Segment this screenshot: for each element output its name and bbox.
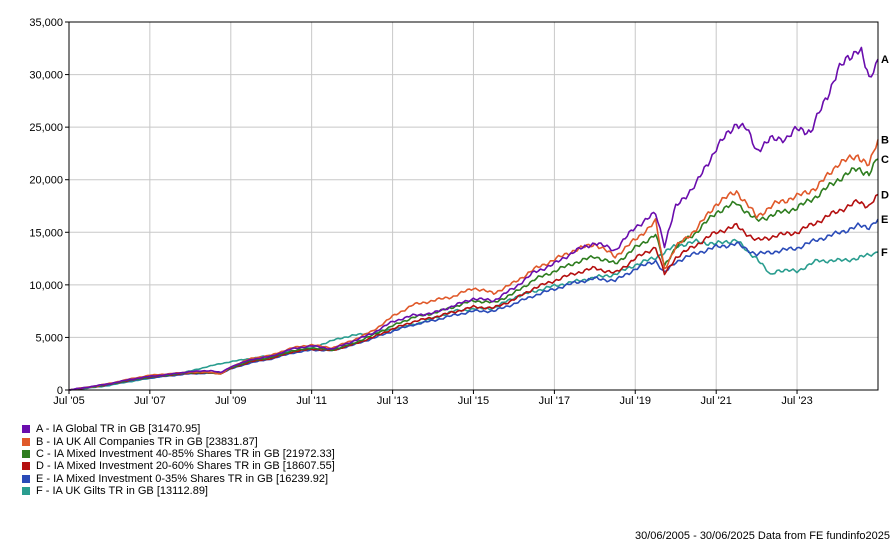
legend-label: D - IA Mixed Investment 20-60% Shares TR…	[36, 460, 335, 473]
series-line-F	[68, 238, 879, 391]
x-tick-label: Jul '15	[458, 395, 489, 407]
series-lines	[68, 46, 879, 391]
legend-item-A: A - IA Global TR in GB [31470.95]	[22, 423, 335, 435]
legend-label: C - IA Mixed Investment 40-85% Shares TR…	[36, 447, 335, 460]
legend-swatch	[22, 425, 30, 434]
legend-item-D: D - IA Mixed Investment 20-60% Shares TR…	[22, 460, 335, 472]
legend-item-B: B - IA UK All Companies TR in GB [23831.…	[22, 435, 335, 448]
y-axis-ticks: 0 5,000 10,000 15,000 20,000 25,000 30,000 35,0…	[29, 17, 69, 397]
series-line-A	[68, 46, 879, 391]
series-line-B	[68, 139, 879, 391]
legend-label: E - IA Mixed Investment 0-35% Shares TR …	[36, 472, 329, 485]
y-tick-label: 0	[57, 385, 63, 397]
x-tick-label: Jul '05	[53, 395, 84, 407]
y-tick-label: 20,000	[29, 175, 63, 187]
x-tick-label: Jul '13	[377, 395, 408, 407]
legend-label: F - IA UK Gilts TR in GB [13112.89]	[36, 485, 208, 498]
legend-label: A - IA Global TR in GB [31470.95]	[36, 423, 201, 436]
legend-swatch	[22, 462, 30, 471]
x-tick-label: Jul '11	[296, 395, 327, 407]
series-end-labels: A BC D E F	[881, 54, 889, 259]
y-tick-label: 15,000	[29, 227, 63, 239]
plot-area-frame	[68, 21, 879, 391]
end-label-D: D	[881, 189, 889, 201]
x-tick-label: Jul '17	[539, 395, 570, 407]
x-tick-label: Jul '21	[700, 395, 731, 407]
y-tick-label: 30,000	[29, 70, 63, 82]
y-tick-label: 25,000	[29, 122, 63, 134]
end-label-A: A	[881, 54, 889, 66]
end-label-E: E	[881, 214, 888, 226]
chart-gridlines	[69, 21, 878, 390]
x-tick-label: Jul '07	[134, 395, 165, 407]
x-tick-label: Jul '09	[215, 395, 246, 407]
x-tick-label: Jul '19	[620, 395, 651, 407]
legend-item-E: E - IA Mixed Investment 0-35% Shares TR …	[22, 473, 335, 485]
legend-swatch	[22, 487, 30, 496]
end-label-B: B	[881, 134, 889, 146]
legend-swatch	[22, 474, 30, 483]
x-tick-label: Jul '23	[781, 395, 812, 407]
legend-swatch	[22, 449, 30, 458]
y-tick-label: 35,000	[29, 17, 63, 29]
chart-legend: A - IA Global TR in GB [31470.95] B - IA …	[22, 423, 335, 497]
legend-item-F: F - IA UK Gilts TR in GB [13112.89]	[22, 485, 335, 497]
x-axis-ticks: Jul '05 Jul '07 Jul '09 Jul '11 Jul '13 Jul '…	[53, 390, 813, 407]
y-tick-label: 10,000	[29, 280, 63, 292]
end-label-C: C	[881, 154, 889, 166]
end-label-F: F	[881, 247, 888, 259]
legend-swatch	[22, 437, 30, 446]
y-tick-label: 5,000	[35, 332, 63, 344]
legend-item-C: C - IA Mixed Investment 40-85% Shares TR…	[22, 448, 335, 460]
data-source-footer: 30/06/2005 - 30/06/2025 Data from FE fun…	[634, 530, 890, 542]
legend-label: B - IA UK All Companies TR in GB [23831.…	[36, 435, 258, 448]
